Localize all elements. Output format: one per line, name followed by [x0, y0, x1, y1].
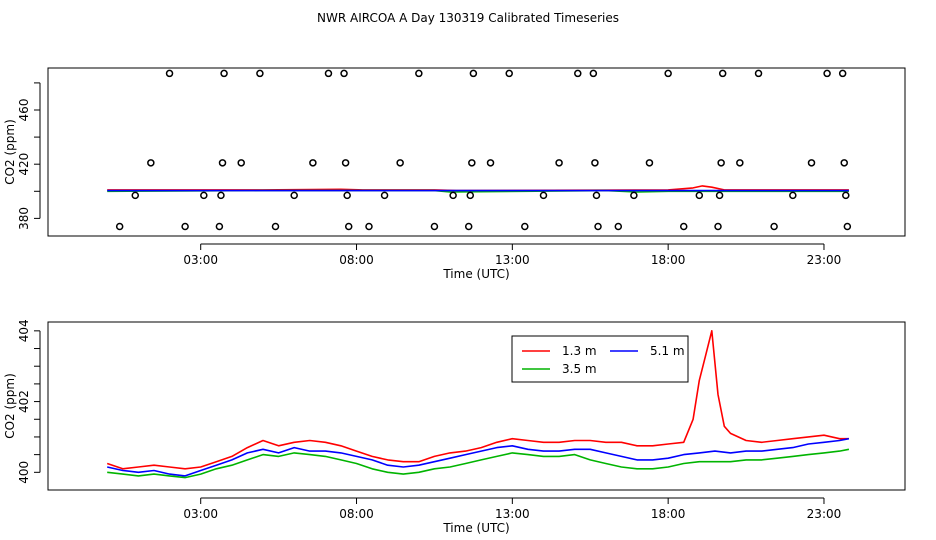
- scatter-point: [486, 159, 495, 167]
- scatter-point: [271, 222, 280, 231]
- x-tick-label: 23:00: [807, 507, 842, 521]
- scatter-point: [217, 191, 225, 200]
- scatter-point: [714, 222, 722, 231]
- scatter-point: [843, 222, 852, 231]
- scatter-point: [200, 191, 208, 200]
- scatter-point: [718, 69, 727, 78]
- x-axis-label: Time (UTC): [442, 267, 509, 281]
- scatter-point: [789, 191, 797, 200]
- plot-frame: [47, 321, 906, 491]
- y-tick-label: 460: [17, 99, 31, 122]
- x-axis-label: Time (UTC): [442, 521, 509, 535]
- figure-title: NWR AIRCOA A Day 130319 Calibrated Times…: [317, 11, 619, 25]
- scatter-point: [614, 222, 623, 231]
- scatter-point: [594, 222, 602, 231]
- scatter-point: [592, 191, 601, 200]
- scatter-point: [344, 222, 353, 231]
- scatter-point: [343, 191, 351, 200]
- scatter-point: [147, 159, 155, 167]
- legend: 1.3 m 5.1 m 3.5 m: [511, 335, 689, 383]
- scatter-point: [679, 222, 688, 231]
- legend-label: 1.3 m: [562, 344, 597, 358]
- y-tick-label: 380: [17, 207, 31, 230]
- scatter-point: [505, 69, 513, 78]
- scatter-point: [645, 159, 654, 167]
- scatter-point: [469, 69, 478, 78]
- x-tick-label: 03:00: [183, 253, 218, 267]
- scatter-point: [131, 191, 140, 200]
- x-tick-label: 13:00: [495, 507, 530, 521]
- scatter-point: [842, 191, 850, 200]
- scatter-point: [770, 222, 778, 231]
- scatter-point: [365, 222, 373, 231]
- scatter-point: [468, 159, 476, 167]
- bottom-panel: 03:00 08:00 13:00 18:00 23:00 Time (UTC) 400 40…: [3, 319, 906, 535]
- scatter-point: [415, 69, 423, 78]
- scatter-point: [220, 69, 228, 78]
- scatter-point: [736, 159, 744, 167]
- y-tick-label: 420: [17, 153, 31, 176]
- top-panel: 03:00 08:00 13:00 18:00 23:00 Time (UTC) 380 42…: [3, 67, 906, 281]
- scatter-point: [256, 69, 264, 78]
- y-tick-label: 402: [17, 390, 31, 413]
- scatter-point: [449, 191, 457, 200]
- scatter-point: [324, 69, 333, 78]
- scatter-point: [807, 159, 816, 167]
- x-tick-label: 23:00: [807, 253, 842, 267]
- scatter-point: [309, 159, 317, 167]
- scatter-point: [215, 222, 224, 231]
- scatter-point: [464, 222, 473, 231]
- scatter-point: [838, 69, 847, 78]
- scatter-point: [521, 222, 529, 231]
- scatter-point: [430, 222, 439, 231]
- series-line-5-1-m: [107, 437, 850, 477]
- scatter-point: [715, 191, 724, 200]
- scatter-point: [591, 159, 599, 167]
- legend-label: 3.5 m: [562, 362, 597, 376]
- scatter-point: [115, 222, 124, 231]
- series-line-1-3-m: [106, 329, 849, 470]
- scatter-point: [341, 159, 350, 167]
- scatter-point: [380, 191, 389, 200]
- scatter-point: [589, 69, 598, 78]
- y-axis-label: CO2 (ppm): [3, 373, 17, 439]
- x-tick-label: 03:00: [183, 507, 218, 521]
- y-axis-label: CO2 (ppm): [3, 119, 17, 185]
- scatter-point: [823, 69, 831, 78]
- series-line-3-5-m: [107, 448, 850, 479]
- y-tick-label: 404: [17, 319, 31, 342]
- scatter-point: [237, 159, 245, 167]
- x-tick-label: 18:00: [651, 507, 686, 521]
- x-tick-label: 18:00: [651, 253, 686, 267]
- scatter-point: [396, 159, 404, 167]
- scatter-point: [165, 69, 174, 78]
- scatter-point: [181, 222, 189, 231]
- scatter-point: [630, 191, 638, 200]
- scatter-point: [754, 69, 763, 78]
- x-tick-label: 08:00: [339, 253, 374, 267]
- scatter-point: [466, 191, 475, 200]
- x-tick-label: 08:00: [339, 507, 374, 521]
- scatter-point: [555, 159, 563, 167]
- scatter-point: [539, 191, 548, 200]
- legend-box: [511, 335, 689, 383]
- scatter-point: [340, 69, 348, 78]
- scatter-point: [717, 159, 725, 167]
- scatter-point: [840, 159, 848, 167]
- scatter-point: [695, 191, 704, 200]
- x-tick-label: 13:00: [495, 253, 530, 267]
- scatter-point: [290, 191, 298, 200]
- y-tick-label: 400: [17, 461, 31, 484]
- plot-frame: [47, 67, 906, 237]
- legend-label: 5.1 m: [650, 344, 685, 358]
- scatter-point: [664, 69, 672, 78]
- scatter-point: [574, 69, 582, 78]
- scatter-point: [218, 159, 227, 167]
